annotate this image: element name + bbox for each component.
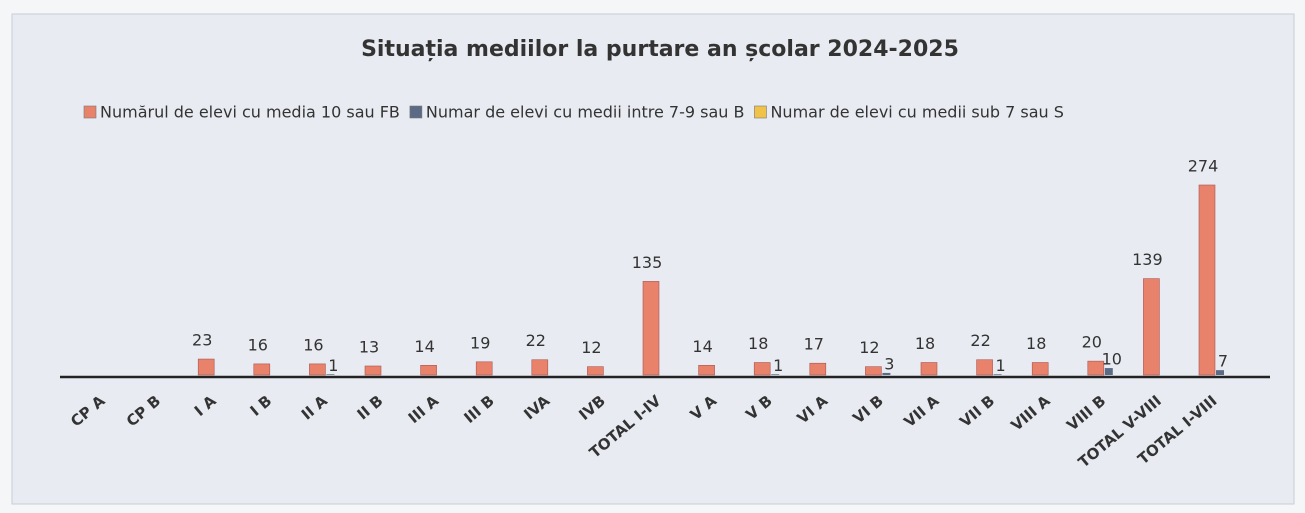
bar: [475, 361, 493, 376]
bar: [1031, 362, 1049, 376]
data-label: 3: [884, 354, 894, 373]
data-label: 10: [1102, 350, 1122, 369]
data-label: 1: [328, 356, 338, 375]
data-label: 18: [748, 334, 768, 353]
data-label: 17: [804, 335, 824, 354]
data-label: 16: [248, 335, 268, 354]
data-label: 12: [581, 338, 601, 357]
bar: [197, 358, 215, 376]
data-label: 18: [915, 334, 935, 353]
bar: [531, 359, 549, 376]
legend-swatch: [409, 105, 423, 119]
data-label: 14: [414, 337, 434, 356]
legend-label: Numar de elevi cu medii sub 7 sau S: [770, 103, 1063, 122]
data-label: 12: [859, 338, 879, 357]
data-label: 19: [470, 333, 490, 352]
chart-area: [11, 13, 1295, 505]
legend-swatch: [83, 105, 97, 119]
bar: [1104, 368, 1113, 375]
bar: [253, 363, 271, 376]
data-label: 274: [1188, 157, 1219, 176]
bar: [753, 362, 771, 376]
data-label: 20: [1082, 333, 1102, 352]
data-label: 22: [526, 331, 546, 350]
bar: [364, 365, 382, 376]
data-label: 16: [303, 335, 323, 354]
legend-label: Numărul de elevi cu media 10 sau FB: [100, 103, 400, 122]
chart-title: Situația mediilor la purtare an școlar 2…: [361, 37, 959, 62]
bar: [1198, 184, 1216, 376]
bar: [865, 366, 882, 376]
bar: [1216, 370, 1224, 375]
bar: [698, 364, 715, 376]
bar: [642, 281, 660, 376]
bar: [326, 374, 335, 375]
bar: [882, 372, 891, 375]
data-label: 1: [773, 356, 783, 375]
data-label: 14: [692, 337, 712, 356]
bar: [587, 366, 604, 376]
legend-label: Numar de elevi cu medii intre 7-9 sau B: [426, 103, 745, 122]
bar: [993, 374, 1002, 375]
data-label: 7: [1218, 352, 1228, 371]
bar: [309, 363, 326, 376]
data-label: 23: [192, 331, 212, 350]
bar: [976, 359, 993, 376]
bar: [920, 362, 938, 376]
legend-swatch: [754, 105, 767, 119]
data-label: 139: [1132, 250, 1163, 269]
bar: [420, 364, 437, 376]
data-label: 13: [359, 337, 379, 356]
data-label: 18: [1026, 334, 1046, 353]
data-label: 22: [970, 331, 990, 350]
data-label: 1: [996, 356, 1006, 375]
bar: [771, 374, 780, 375]
bar: [1087, 360, 1105, 376]
bar: [809, 362, 827, 376]
data-label: 135: [632, 253, 663, 272]
bar: [1143, 278, 1160, 376]
